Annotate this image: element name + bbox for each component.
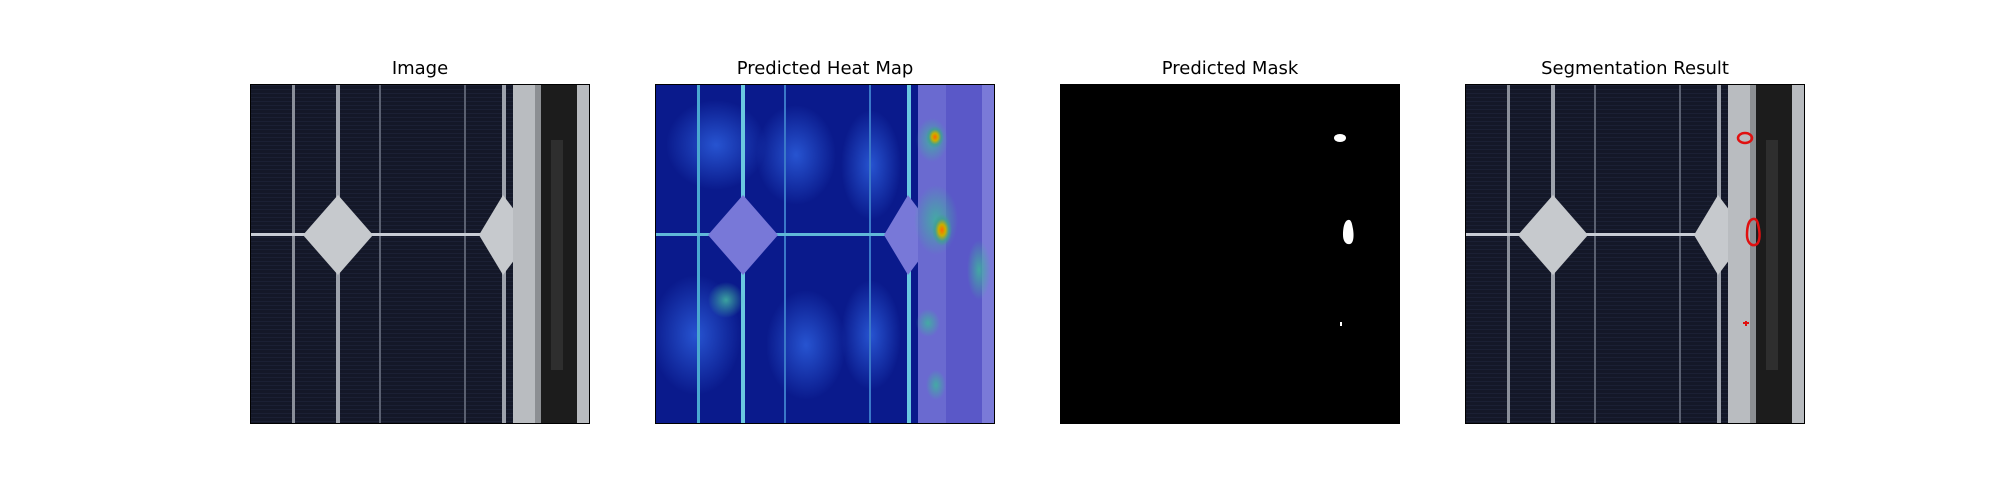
panel-segmentation: Segmentation Result xyxy=(1465,0,1805,500)
defect-contour xyxy=(1736,131,1754,145)
panel-title: Segmentation Result xyxy=(1541,58,1729,79)
segmentation-overlay xyxy=(1466,85,1804,423)
panel-heatmap: Predicted Heat Map xyxy=(655,0,995,500)
panel-image: Image xyxy=(250,0,590,500)
solar-cell-photo xyxy=(251,85,589,423)
segmentation-image xyxy=(1465,84,1805,424)
panel-title: Predicted Heat Map xyxy=(736,58,914,79)
defect-contour xyxy=(1745,217,1761,247)
panel-title: Image xyxy=(391,58,449,79)
defect-contour xyxy=(1743,321,1749,326)
mask-blob xyxy=(1334,134,1346,142)
mask-image xyxy=(1060,84,1400,424)
mask-blob xyxy=(1343,219,1354,245)
heat-map-overlay xyxy=(656,85,994,423)
panel-title: Predicted Mask xyxy=(1161,58,1299,79)
mask-blob xyxy=(1340,322,1342,326)
heat-map-image xyxy=(655,84,995,424)
panel-mask: Predicted Mask xyxy=(1060,0,1400,500)
binary-mask xyxy=(1061,85,1399,423)
solar-cell-image xyxy=(250,84,590,424)
